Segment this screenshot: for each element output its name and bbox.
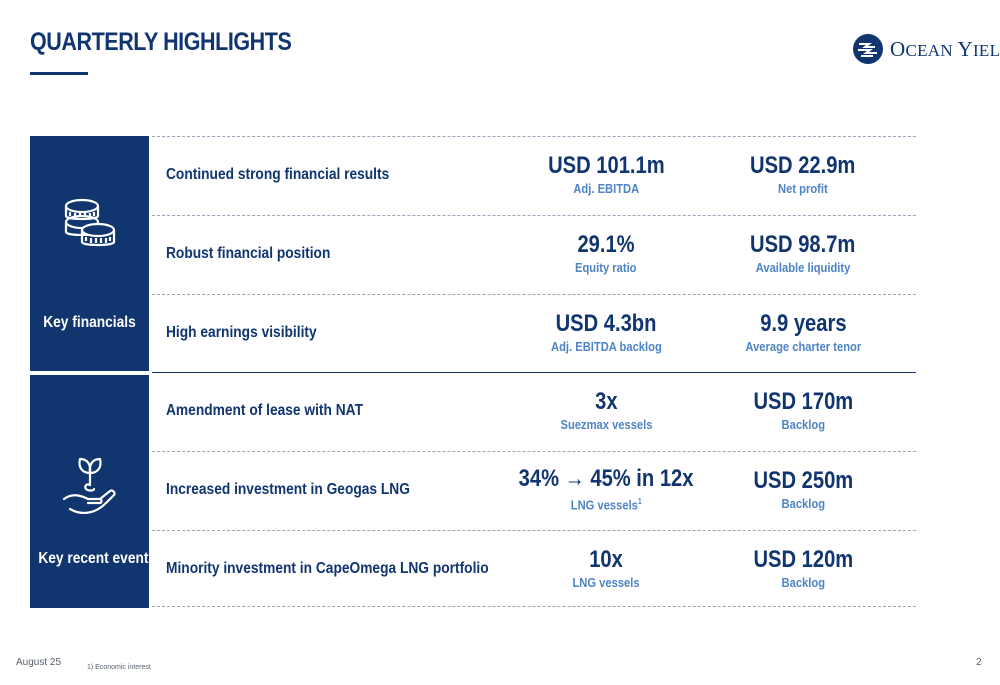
row-label: Amendment of lease with NAT	[166, 402, 363, 419]
metric-value: 34% → 45% in 12x	[518, 465, 694, 493]
metric-secondary: USD 22.9m Net profit	[703, 136, 903, 214]
title-underline	[30, 72, 88, 75]
metric-caption: Adj. EBITDA	[573, 181, 639, 196]
metric-caption: Average charter tenor	[745, 339, 861, 354]
coins-icon	[64, 198, 116, 247]
row-label: Continued strong financial results	[166, 166, 390, 183]
company-logo: OCEAN YIELD	[852, 33, 1000, 65]
section-separator	[152, 372, 916, 373]
metric-value: 9.9 years	[759, 310, 847, 337]
metric-value: USD 98.7m	[750, 231, 856, 258]
metric-secondary: USD 98.7m Available liquidity	[703, 215, 903, 293]
section-panel-key-recent-events: Key recent events	[30, 375, 157, 608]
row-separator	[152, 215, 916, 216]
logo-word-cean: CEAN	[905, 40, 958, 60]
metric-value: 10x	[589, 546, 623, 573]
metric-primary: USD 101.1m Adj. EBITDA	[506, 136, 706, 214]
row-label: High earnings visibility	[166, 324, 317, 341]
metric-secondary: USD 120m Backlog	[703, 530, 903, 608]
metric-value: USD 120m	[753, 546, 853, 573]
metric-value: USD 250m	[753, 467, 853, 494]
highlight-row: Continued strong financial results USD 1…	[150, 136, 917, 214]
metric-caption: Equity ratio	[575, 260, 637, 275]
metric-secondary: USD 250m Backlog	[703, 451, 903, 529]
metric-caption: Suezmax vessels	[560, 417, 652, 432]
metric-caption: Adj. EBITDA backlog	[550, 339, 662, 354]
footnote: 1) Economic interest	[87, 664, 151, 671]
metric-secondary: 9.9 years Average charter tenor	[703, 294, 903, 372]
metric-value: USD 22.9m	[750, 152, 856, 179]
footer-date: August 25	[16, 657, 62, 668]
metric-caption: LNG vessels1	[571, 493, 642, 514]
row-separator	[152, 530, 916, 531]
metric-primary: 29.1% Equity ratio	[506, 215, 706, 293]
highlight-row: High earnings visibility USD 4.3bn Adj. …	[150, 294, 917, 372]
metric-caption: Backlog	[781, 496, 825, 511]
metric-value: USD 170m	[753, 388, 853, 415]
row-separator	[152, 294, 916, 295]
footnote-marker: 1	[637, 497, 642, 507]
section-panel-key-financials: Key financials	[30, 136, 149, 371]
metric-value: USD 4.3bn	[555, 310, 657, 337]
row-label: Minority investment in CapeOmega LNG por…	[166, 560, 489, 577]
metric-value: 3x	[594, 388, 618, 415]
metric-caption: Net profit	[778, 181, 828, 196]
metric-caption: Backlog	[781, 575, 825, 590]
logo-letter-o: O	[890, 36, 906, 61]
metric-primary: 10x LNG vessels	[506, 530, 706, 608]
row-label: Increased investment in Geogas LNG	[166, 481, 410, 498]
metric-primary: 3x Suezmax vessels	[506, 372, 706, 450]
logo-word-ield: IELD	[972, 40, 1000, 60]
metric-caption: Backlog	[781, 417, 825, 432]
metric-caption: Available liquidity	[755, 260, 851, 275]
highlight-row: Increased investment in Geogas LNG 34% →…	[150, 451, 917, 529]
logo-text: OCEAN YIELD	[890, 37, 1000, 62]
section-label: Key financials	[43, 314, 136, 331]
highlight-row: Robust financial position 29.1% Equity r…	[150, 215, 917, 293]
section-label: Key recent events	[38, 550, 157, 567]
metric-caption-text: LNG vessels	[570, 497, 638, 513]
metric-value: 29.1%	[577, 231, 635, 258]
metric-value: USD 101.1m	[547, 152, 665, 179]
row-label: Robust financial position	[166, 245, 331, 262]
row-separator	[152, 136, 916, 137]
metric-caption: LNG vessels	[572, 575, 640, 590]
metric-primary: 34% → 45% in 12x LNG vessels1	[506, 451, 706, 529]
metric-secondary: USD 170m Backlog	[703, 372, 903, 450]
metric-primary: USD 4.3bn Adj. EBITDA backlog	[506, 294, 706, 372]
ocean-yield-logo-icon	[853, 34, 883, 64]
plant-in-hand-icon	[62, 457, 116, 515]
page-title: QUARTERLY HIGHLIGHTS	[30, 28, 292, 56]
highlight-row: Minority investment in CapeOmega LNG por…	[150, 530, 917, 608]
row-separator	[152, 606, 916, 607]
page-number: 2	[976, 657, 982, 668]
highlight-row: Amendment of lease with NAT 3x Suezmax v…	[150, 372, 917, 450]
logo-letter-y: Y	[957, 36, 973, 61]
row-separator	[152, 451, 916, 452]
